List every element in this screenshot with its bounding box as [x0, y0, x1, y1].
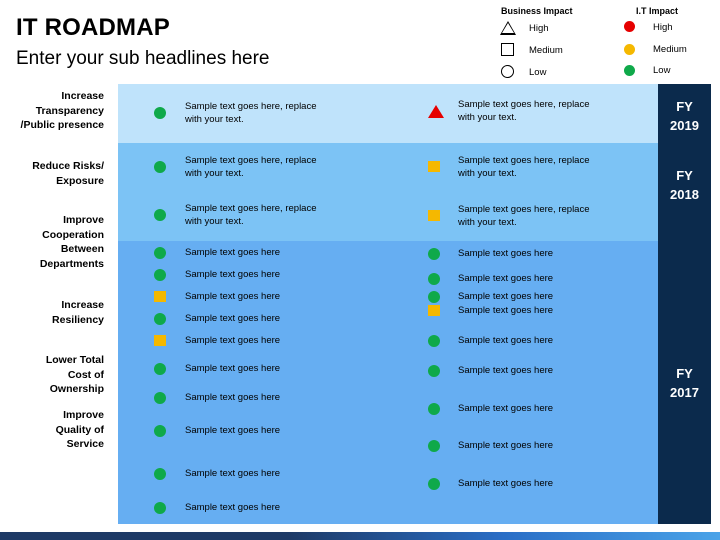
left-item-text: Sample text goes here — [185, 269, 281, 280]
right-item-text: Sample text goes here — [458, 478, 554, 489]
category-label: Improve Cooperation Between Departments — [39, 214, 104, 270]
right-item-text: Sample text goes here — [458, 403, 554, 414]
category-label: Increase Transparency/Public presence — [20, 90, 104, 131]
left-item-text: Sample text goes here — [185, 335, 281, 346]
business-high-label: High — [529, 23, 549, 34]
square-marker-icon — [428, 161, 440, 172]
right-item-text: Sample text goes here, replace with your… — [458, 204, 590, 228]
left-item-text: Sample text goes here, replace with your… — [185, 203, 317, 227]
left-item-text: Sample text goes here — [185, 392, 281, 403]
square-marker-icon — [154, 335, 166, 346]
left-item-text: Sample text goes here — [185, 468, 281, 479]
square-marker-icon — [428, 305, 440, 316]
right-item-text: Sample text goes here — [458, 365, 554, 376]
left-item-text: Sample text goes here — [185, 247, 281, 258]
circle-marker-icon — [154, 269, 166, 281]
fy-2019-label: FY 2019 — [670, 99, 699, 133]
circle-marker-icon — [154, 161, 166, 173]
triangle-marker-icon — [428, 105, 444, 118]
bottom-accent-bar — [0, 532, 720, 540]
fy-2017-label: FY 2017 — [670, 366, 699, 400]
circle-marker-icon — [154, 209, 166, 221]
category-label: Increase Resiliency — [52, 299, 104, 326]
circle-marker-icon — [428, 291, 440, 303]
it-medium-label: Medium — [653, 44, 687, 55]
left-item-text: Sample text goes here — [185, 425, 281, 436]
circle-marker-icon — [428, 478, 440, 490]
it-high-label: High — [653, 22, 673, 33]
right-item-text: Sample text goes here — [458, 305, 554, 316]
left-item-text: Sample text goes here — [185, 502, 281, 513]
business-low-label: Low — [529, 67, 547, 78]
fy-2018-label: FY 2018 — [670, 168, 699, 202]
page-title: IT ROADMAP — [16, 14, 170, 41]
circle-marker-icon — [428, 403, 440, 415]
right-item-text: Sample text goes here, replace with your… — [458, 155, 590, 179]
circle-marker-icon — [428, 365, 440, 377]
category-label: Reduce Risks/Exposure — [32, 160, 104, 187]
roadmap-band-2018 — [118, 143, 658, 241]
left-item-text: Sample text goes here, replace with your… — [185, 155, 317, 179]
right-item-text: Sample text goes here — [458, 335, 554, 346]
page-subtitle: Enter your sub headlines here — [16, 48, 270, 69]
right-item-text: Sample text goes here — [458, 273, 554, 284]
it-low-label: Low — [653, 65, 671, 76]
left-item-text: Sample text goes here, replace with your… — [185, 101, 317, 125]
circle-marker-icon — [154, 363, 166, 375]
square-outline-icon — [501, 43, 514, 56]
business-impact-legend-title: Business Impact — [501, 6, 573, 16]
right-item-text: Sample text goes here — [458, 440, 554, 451]
left-item-text: Sample text goes here — [185, 291, 281, 302]
circle-marker-icon — [428, 335, 440, 347]
circle-marker-icon — [428, 273, 440, 285]
category-label: Improve Quality of Service — [55, 409, 104, 450]
roadmap-band-2017 — [118, 241, 658, 524]
category-label: Lower Total Cost of Ownership — [45, 354, 104, 395]
circle-marker-icon — [154, 313, 166, 325]
fiscal-year-column — [658, 84, 711, 524]
circle-marker-icon — [428, 248, 440, 260]
circle-marker-icon — [154, 502, 166, 514]
right-item-text: Sample text goes here, replace with your… — [458, 99, 590, 123]
circle-marker-icon — [154, 107, 166, 119]
left-item-text: Sample text goes here — [185, 363, 281, 374]
circle-marker-icon — [154, 247, 166, 259]
circle-marker-icon — [154, 392, 166, 404]
red-dot-icon — [624, 21, 635, 32]
square-marker-icon — [154, 291, 166, 302]
roadmap-band-2019 — [118, 84, 658, 143]
square-marker-icon — [428, 210, 440, 221]
right-item-text: Sample text goes here — [458, 291, 554, 302]
triangle-outline-icon — [500, 21, 516, 35]
business-medium-label: Medium — [529, 45, 563, 56]
circle-marker-icon — [154, 468, 166, 480]
right-item-text: Sample text goes here — [458, 248, 554, 259]
circle-marker-icon — [428, 440, 440, 452]
left-item-text: Sample text goes here — [185, 313, 281, 324]
circle-outline-icon — [501, 65, 514, 78]
green-dot-icon — [624, 65, 635, 76]
circle-marker-icon — [154, 425, 166, 437]
yellow-dot-icon — [624, 44, 635, 55]
it-impact-legend-title: I.T Impact — [636, 6, 679, 16]
